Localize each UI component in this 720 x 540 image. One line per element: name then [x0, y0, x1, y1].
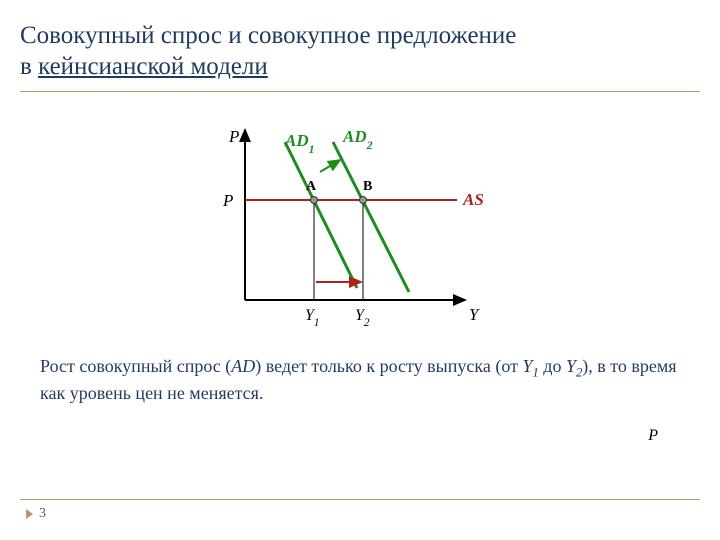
slide-title: Совокупный спрос и совокупное предложени… — [20, 20, 700, 83]
title-line1: Совокупный спрос и совокупное предложени… — [20, 22, 516, 49]
svg-text:B: B — [363, 179, 372, 194]
bottom-divider — [20, 499, 700, 500]
page-number: 3 — [20, 506, 700, 522]
footer: 3 — [20, 499, 700, 522]
svg-text:Y: Y — [469, 305, 480, 324]
title-line2-prefix: в — [20, 53, 38, 80]
svg-text:AD2: AD2 — [342, 127, 373, 152]
caption-text: Рост совокупный спрос (AD) ведет только … — [0, 354, 720, 406]
svg-text:P: P — [228, 127, 239, 146]
stray-p-label: P — [648, 427, 658, 445]
title-line2-underlined: кейнсианской модели — [38, 53, 268, 80]
svg-text:Y2: Y2 — [355, 307, 370, 329]
svg-text:Y1: Y1 — [305, 307, 320, 329]
top-divider — [20, 91, 700, 92]
adas-chart: PYASPAD1AD2ABY1Y2 — [205, 120, 515, 330]
svg-text:AS: AS — [462, 190, 484, 209]
svg-text:A: A — [306, 179, 317, 194]
svg-text:P: P — [222, 191, 233, 210]
triangle-icon — [26, 509, 33, 519]
